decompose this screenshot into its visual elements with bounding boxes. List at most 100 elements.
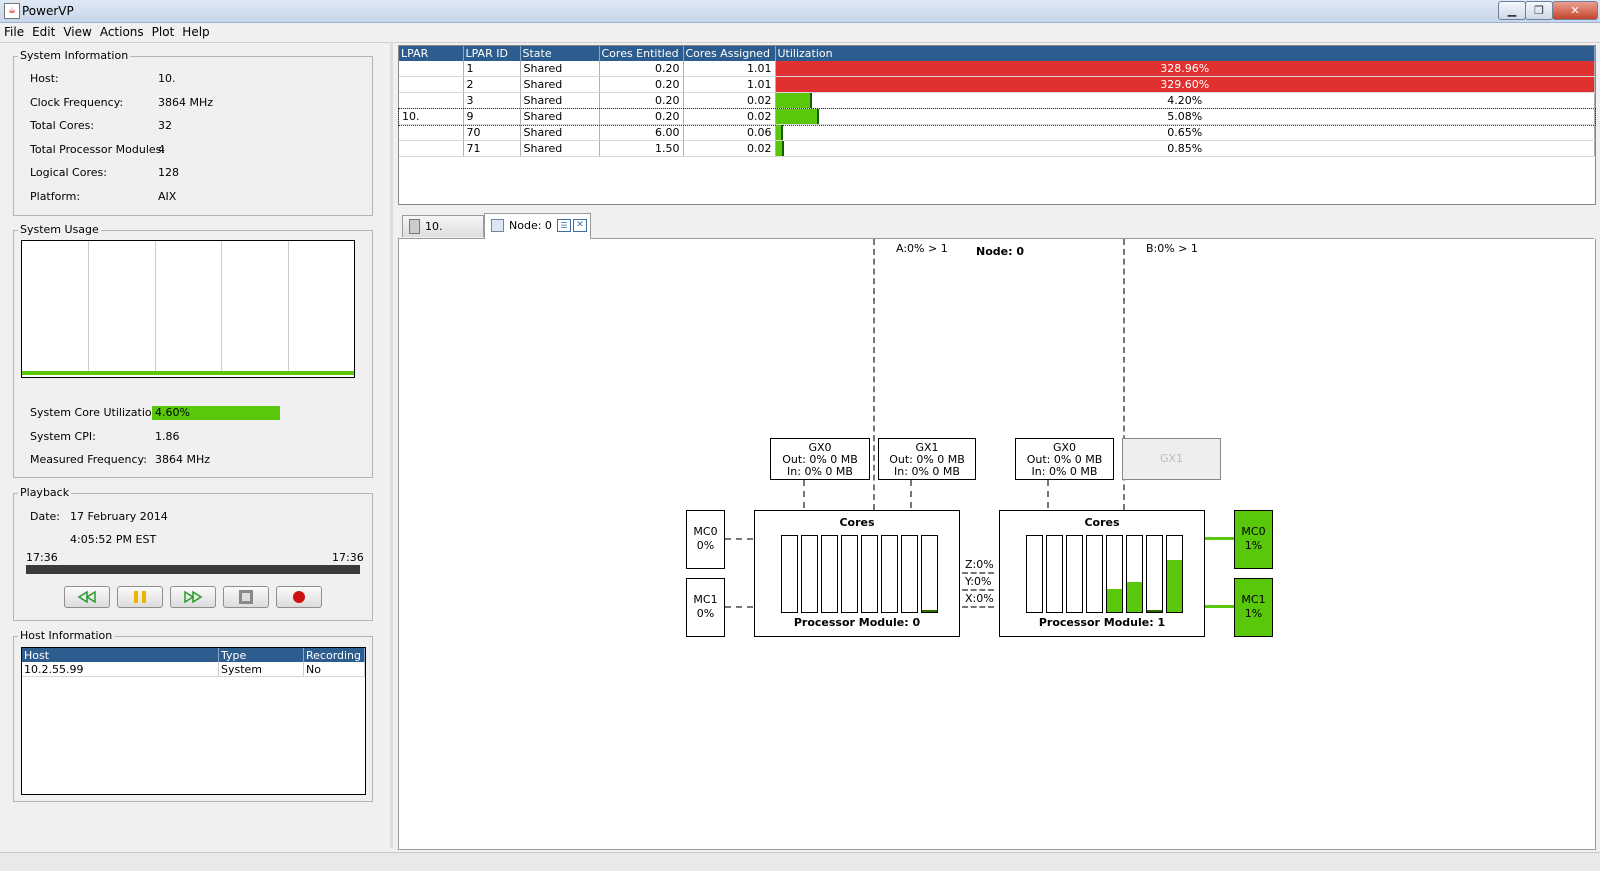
host-table: Host Type Recording 10.2.55.99 System No [22,648,365,677]
core-bar[interactable] [781,535,798,613]
utilization-bar [775,125,783,140]
fast-forward-button[interactable] [170,586,216,608]
core-bar[interactable] [1146,535,1163,613]
tab-node[interactable]: Node: 0 ☰ ✕ [484,213,591,239]
maximize-button[interactable]: ❐ [1525,1,1553,20]
utilization-value: 329.60% [1160,78,1210,91]
close-button[interactable]: ✕ [1552,1,1598,20]
platform-label: Platform: [30,190,81,203]
core-bar[interactable] [1026,535,1043,613]
cores-entitled-column-header[interactable]: Cores Entitled [599,46,684,61]
recording-column-header[interactable]: Recording [303,648,365,662]
utilization-bar [775,93,812,108]
core-bar[interactable] [1086,535,1103,613]
module1-mc0[interactable]: MC0 1% [1234,510,1273,569]
core-bar[interactable] [861,535,878,613]
tab-host[interactable]: 10. [402,215,484,237]
gx-name: GX0 [808,441,832,454]
type-cell: System [218,662,304,677]
table-row[interactable]: 10. 9 Shared 0.20 0.02 5.08% [398,107,1596,126]
module0-mc0[interactable]: MC0 0% [686,510,725,569]
title-bar: ☕ PowerVP ▁ ❐ ✕ [0,0,1600,23]
cores-entitled-cell: 0.20 [599,92,684,109]
lpar-id-cell: 9 [463,108,521,125]
module0-mc1[interactable]: MC1 0% [686,578,725,637]
menu-plot[interactable]: Plot [151,25,175,39]
mc-connector-active [1205,537,1235,540]
date-label: Date: [30,510,60,523]
core-bar[interactable] [1066,535,1083,613]
lpar-id-cell: 3 [463,92,521,109]
z-link-line [962,572,994,574]
menu-view[interactable]: View [63,25,92,39]
mc-value: 1% [1244,607,1263,620]
table-row[interactable]: 70 Shared 6.00 0.06 0.65% [399,124,1595,141]
clock-frequency-value: 3864 MHz [158,96,214,109]
core-bar[interactable] [1046,535,1063,613]
state-cell: Shared [520,140,600,157]
rewind-button[interactable] [64,586,110,608]
core-bar[interactable] [841,535,858,613]
menu-help[interactable]: Help [182,25,210,39]
core-bar[interactable] [1106,535,1123,613]
lpar-column-header[interactable]: LPAR [399,46,464,61]
host-column-header[interactable]: Host [22,648,219,662]
module1-mc1[interactable]: MC1 1% [1234,578,1273,637]
table-row[interactable]: 71 Shared 1.50 0.02 0.85% [399,140,1595,157]
platform-value: AIX [158,190,177,203]
cores-assigned-column-header[interactable]: Cores Assigned [683,46,776,61]
pause-button[interactable] [117,586,163,608]
stop-button[interactable] [223,586,269,608]
utilization-cell: 329.60% [775,76,1595,93]
gx-out: Out: 0% 0 MB [889,453,965,466]
cores-entitled-cell: 0.20 [599,108,684,125]
utilization-value: 328.96% [1160,62,1210,75]
core-bar[interactable] [921,535,938,613]
core-bar[interactable] [821,535,838,613]
core-bar[interactable] [901,535,918,613]
gx-in: In: 0% 0 MB [1031,465,1098,478]
close-tab-icon[interactable]: ✕ [573,219,587,232]
server-icon [409,219,420,234]
detach-tab-icon[interactable]: ☰ [557,219,571,232]
processor-module-0[interactable]: Cores Processor Module: 0 [754,510,960,637]
core-bar[interactable] [1126,535,1143,613]
record-button[interactable] [276,586,322,608]
utilization-value: 5.08% [1167,110,1203,123]
processor-module-1[interactable]: Cores Processor Module: 1 [999,510,1205,637]
system-information-panel: System Information Host: 10. Clock Frequ… [13,49,373,216]
cores-assigned-cell: 0.02 [683,92,776,109]
host-table-container: Host Type Recording 10.2.55.99 System No [21,647,366,795]
timeline-end: 17:36 [332,551,364,564]
module1-gx0[interactable]: GX0 Out: 0% 0 MB In: 0% 0 MB [1015,438,1114,480]
utilization-cell: 0.65% [775,124,1595,141]
cores-entitled-cell: 1.50 [599,140,684,157]
table-row[interactable]: 3 Shared 0.20 0.02 4.20% [399,92,1595,109]
gx-name: GX1 [915,441,939,454]
table-row[interactable]: 1 Shared 0.20 1.01 328.96% [399,61,1595,77]
splitter[interactable] [390,42,393,848]
cores-title: Cores [1084,516,1120,529]
type-column-header[interactable]: Type [218,648,304,662]
table-row[interactable]: 2 Shared 0.20 1.01 329.60% [399,76,1595,93]
menu-bar: File Edit View Actions Plot Help [0,23,1600,43]
utilization-cell: 328.96% [775,61,1595,77]
module0-gx0[interactable]: GX0 Out: 0% 0 MB In: 0% 0 MB [770,438,870,480]
core-bar[interactable] [1166,535,1183,613]
module0-gx1[interactable]: GX1 Out: 0% 0 MB In: 0% 0 MB [878,438,976,480]
timeline-start: 17:36 [26,551,58,564]
state-column-header[interactable]: State [520,46,600,61]
lpar-id-column-header[interactable]: LPAR ID [463,46,521,61]
timeline-slider[interactable] [26,565,360,574]
utilization-column-header[interactable]: Utilization [775,46,1595,61]
menu-file[interactable]: File [4,25,25,39]
menu-edit[interactable]: Edit [32,25,56,39]
menu-actions[interactable]: Actions [99,25,144,39]
logical-cores-label: Logical Cores: [30,166,107,179]
minimize-button[interactable]: ▁ [1498,1,1526,20]
state-cell: Shared [520,108,600,125]
table-row[interactable]: 10.2.55.99 System No [22,662,365,677]
host-value: 10. [158,72,176,85]
core-bar[interactable] [881,535,898,613]
core-bar[interactable] [801,535,818,613]
